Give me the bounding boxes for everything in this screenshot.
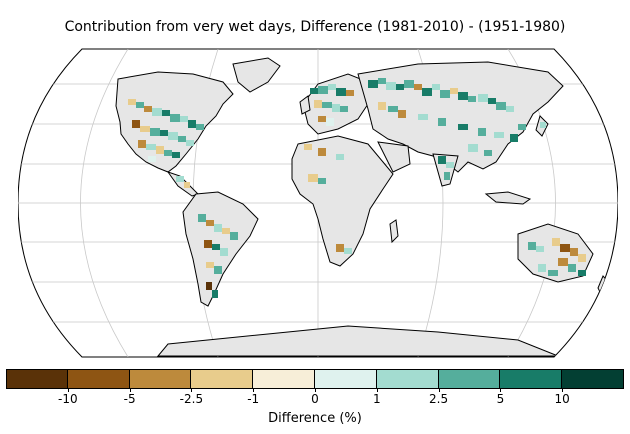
data-cells	[128, 78, 586, 298]
colorbar-segment	[67, 369, 130, 389]
colorbar-tick-label: 5	[496, 392, 505, 406]
colorbar-tick-label: -10	[57, 392, 78, 406]
land-arabia	[377, 141, 411, 173]
colorbar-tick-mark	[500, 389, 502, 392]
colorbar-tick-label: 10	[554, 392, 570, 406]
colorbar-tick-label: 2.5	[429, 392, 449, 406]
colorbar	[6, 369, 624, 389]
colorbar-segment	[253, 369, 315, 389]
colorbar-tick-label: -2.5	[179, 392, 204, 406]
colorbar-tick-label: -1	[247, 392, 260, 406]
colorbar-segment	[315, 369, 377, 389]
land-africa	[291, 135, 394, 267]
colorbar-tick-mark	[315, 389, 316, 392]
land-madagascar	[389, 219, 399, 244]
land-antarctica	[156, 325, 559, 357]
colorbar-tick-mark	[191, 389, 193, 392]
land-asia	[357, 61, 564, 173]
colorbar-tick-label: 0	[311, 392, 319, 406]
colorbar-tick-mark	[562, 389, 564, 392]
colorbar-tick-label: 1	[372, 392, 381, 406]
colorbar-tick-mark	[253, 389, 255, 392]
world-map	[18, 48, 618, 358]
land-greenland	[232, 57, 281, 93]
colorbar-tick-mark	[438, 389, 440, 392]
colorbar-tick-mark	[376, 389, 378, 392]
colorbar-tick-label: -5	[123, 392, 136, 406]
colorbar-segment	[562, 369, 624, 389]
colorbar-tick-mark	[129, 389, 131, 392]
colorbar-segment	[129, 369, 192, 389]
colorbar-segment	[376, 369, 439, 389]
map-title: Contribution from very wet days, Differe…	[64, 19, 566, 35]
colorbar-tick-mark	[67, 389, 69, 392]
colorbar-label: Difference (%)	[268, 411, 362, 426]
land-uk	[299, 95, 311, 115]
colorbar-segment	[191, 369, 254, 389]
colorbar-segment	[438, 369, 501, 389]
colorbar-segment	[500, 369, 563, 389]
land-indonesia	[484, 191, 532, 205]
colorbar-segment	[6, 369, 68, 389]
